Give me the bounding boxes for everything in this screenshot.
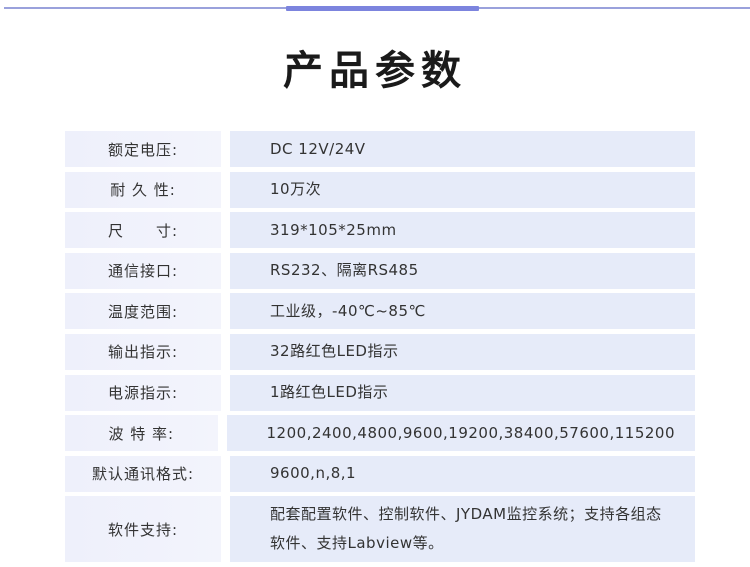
spec-row-output-indicator: 输出指示: 32路红色LED指示 [65, 333, 695, 370]
spec-row-baud-rate: 波 特 率: 1200,2400,4800,9600,19200,38400,57… [65, 415, 695, 452]
spec-label: 尺 寸: [65, 212, 221, 249]
spec-row-voltage: 额定电压: DC 12V/24V [65, 131, 695, 167]
spec-value: 32路红色LED指示 [230, 333, 695, 370]
spec-label: 温度范围: [65, 293, 221, 330]
spec-label: 耐 久 性: [65, 171, 221, 208]
spec-row-durability: 耐 久 性: 10万次 [65, 171, 695, 208]
spec-label: 输出指示: [65, 333, 221, 370]
spec-row-temperature: 温度范围: 工业级，-40℃~85℃ [65, 293, 695, 330]
top-accent-bar [286, 6, 479, 11]
spec-row-size: 尺 寸: 319*105*25mm [65, 212, 695, 249]
spec-label: 电源指示: [65, 374, 221, 411]
spec-value: 9600,n,8,1 [230, 455, 695, 492]
spec-label: 额定电压: [65, 131, 221, 167]
spec-value: RS232、隔离RS485 [230, 252, 695, 289]
spec-table: 额定电压: DC 12V/24V 耐 久 性: 10万次 尺 寸: 319*105*2… [65, 131, 695, 567]
spec-row-power-indicator: 电源指示: 1路红色LED指示 [65, 374, 695, 411]
spec-value: DC 12V/24V [230, 131, 695, 167]
spec-value: 配套配置软件、控制软件、JYDAM监控系统；支持各组态软件、支持Labview等… [230, 496, 695, 563]
spec-value: 工业级，-40℃~85℃ [230, 293, 695, 330]
page-title: 产品参数 [283, 48, 467, 94]
spec-label: 波 特 率: [65, 415, 218, 452]
spec-label: 默认通讯格式: [65, 455, 221, 492]
spec-value: 10万次 [230, 171, 695, 208]
spec-label: 通信接口: [65, 252, 221, 289]
spec-row-default-format: 默认通讯格式: 9600,n,8,1 [65, 455, 695, 492]
spec-value: 1路红色LED指示 [230, 374, 695, 411]
spec-row-interface: 通信接口: RS232、隔离RS485 [65, 252, 695, 289]
spec-value: 319*105*25mm [230, 212, 695, 249]
spec-row-software: 软件支持: 配套配置软件、控制软件、JYDAM监控系统；支持各组态软件、支持Lab… [65, 496, 695, 563]
spec-label: 软件支持: [65, 496, 221, 563]
spec-value: 1200,2400,4800,9600,19200,38400,57600,11… [226, 415, 695, 452]
